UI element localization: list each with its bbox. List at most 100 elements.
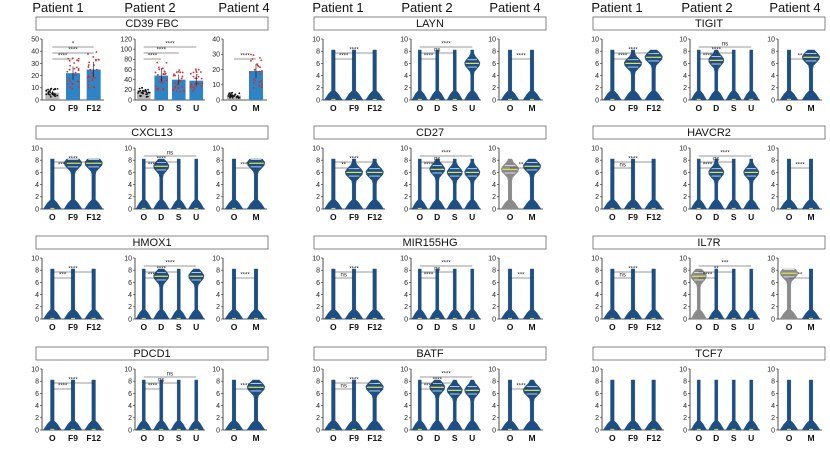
- violin: [725, 268, 742, 320]
- y-tick-label: 20: [212, 67, 220, 74]
- sig-label: ****: [148, 163, 158, 169]
- y-tick-label: 0: [216, 427, 220, 434]
- violin: [801, 158, 821, 210]
- y-tick-label: 4: [316, 182, 320, 189]
- data-point: [261, 83, 264, 86]
- x-tick-label: F12: [86, 433, 101, 443]
- y-tick-label: 4: [683, 182, 687, 189]
- data-point: [87, 53, 89, 55]
- sig-label: ****: [68, 267, 78, 273]
- x-tick-label: M: [528, 212, 535, 222]
- panel: 0 2 4 6 8 10 O F9 F12: [591, 366, 664, 443]
- panel: 0 2 4 6 8 10 O D S U ****ns****: [400, 255, 481, 332]
- x-tick-label: S: [452, 212, 458, 222]
- gene-title-box: [35, 16, 269, 31]
- y-tick-label: 8: [492, 379, 496, 386]
- y-tick-label: 4: [683, 403, 687, 410]
- y-tick-label: 2: [35, 415, 39, 422]
- panel: 0 2 4 6 8 10 O F9 F12 ns****: [312, 255, 385, 332]
- data-point: [227, 95, 230, 97]
- x-tick-label: O: [416, 103, 423, 113]
- y-tick-label: 6: [316, 61, 320, 68]
- panel: 0 2 4 6 8 10 O F9 F12 *******: [31, 255, 104, 332]
- y-tick-label: 0: [128, 97, 132, 104]
- data-point: [258, 81, 261, 84]
- panel: 0 2 4 6 8 10 O D S U ****ns****: [400, 145, 481, 222]
- x-tick-label: D: [434, 433, 440, 443]
- data-point: [71, 87, 73, 90]
- data-point: [192, 90, 194, 92]
- y-tick-label: 4: [216, 403, 220, 410]
- data-point: [49, 94, 51, 96]
- violin: [623, 268, 643, 320]
- y-tick-label: 100: [120, 47, 132, 54]
- x-tick-label: F9: [68, 433, 78, 443]
- y-tick-label: 40: [212, 36, 220, 43]
- y-tick-label: 120: [120, 36, 132, 43]
- panel: 0 2 4 6 8 10 O D S U ****ns****: [400, 36, 481, 113]
- violin: [500, 268, 520, 320]
- y-tick-label: 2: [492, 194, 496, 201]
- sig-label: *: [72, 42, 75, 48]
- y-tick-label: 4: [35, 292, 39, 299]
- y-tick-label: 2: [316, 194, 320, 201]
- violin: [411, 268, 428, 320]
- x-tick-label: D: [713, 433, 719, 443]
- data-point: [68, 59, 71, 62]
- data-point: [259, 57, 261, 59]
- y-tick-label: 8: [216, 158, 220, 165]
- data-point: [161, 77, 164, 80]
- violin: [602, 268, 622, 320]
- x-tick-label: O: [416, 322, 423, 332]
- data-point: [256, 64, 259, 67]
- violin: [708, 268, 725, 320]
- data-point: [95, 51, 98, 53]
- data-point: [154, 85, 157, 88]
- y-tick-label: 8: [404, 158, 408, 165]
- bar: [66, 73, 80, 100]
- x-tick-label: F12: [86, 103, 101, 113]
- x-tick-label: O: [231, 322, 238, 332]
- sig-label: ns: [722, 42, 728, 48]
- data-point: [91, 79, 94, 82]
- y-tick-label: 0: [771, 316, 775, 323]
- y-tick-label: 2: [404, 304, 408, 311]
- x-tick-label: O: [609, 212, 616, 222]
- gene-title: MIR155HG: [402, 237, 457, 249]
- y-tick-label: 6: [683, 170, 687, 177]
- violin: [602, 158, 622, 210]
- sig-label: ****: [148, 384, 158, 390]
- x-tick-label: F12: [86, 212, 101, 222]
- data-point: [250, 59, 252, 62]
- sig-label: ****: [68, 48, 78, 54]
- y-tick-label: 8: [316, 158, 320, 165]
- sig-label: ****: [441, 372, 451, 378]
- data-point: [183, 90, 186, 92]
- data-point: [253, 81, 255, 84]
- y-tick-label: 10: [679, 36, 687, 43]
- sig-label: ns: [619, 273, 625, 279]
- sig-label: ****: [703, 54, 713, 60]
- data-point: [95, 68, 98, 71]
- data-point: [179, 80, 182, 83]
- y-tick-label: 10: [488, 255, 496, 262]
- violin: [602, 49, 622, 101]
- data-point: [69, 64, 72, 67]
- x-tick-label: M: [252, 433, 259, 443]
- data-point: [56, 87, 59, 90]
- data-point: [56, 94, 59, 97]
- x-tick-label: U: [748, 212, 754, 222]
- gene-title-box: [313, 235, 547, 250]
- y-tick-label: 30: [31, 61, 39, 68]
- violin: [42, 158, 62, 210]
- y-tick-label: 4: [316, 73, 320, 80]
- sig-label: ns: [158, 378, 164, 384]
- violin: [500, 49, 520, 101]
- data-point: [177, 70, 180, 73]
- violin: [708, 379, 725, 431]
- y-tick-label: 10: [400, 145, 408, 152]
- y-tick-label: 2: [316, 304, 320, 311]
- y-tick-label: 10: [767, 255, 775, 262]
- y-tick-label: 4: [771, 182, 775, 189]
